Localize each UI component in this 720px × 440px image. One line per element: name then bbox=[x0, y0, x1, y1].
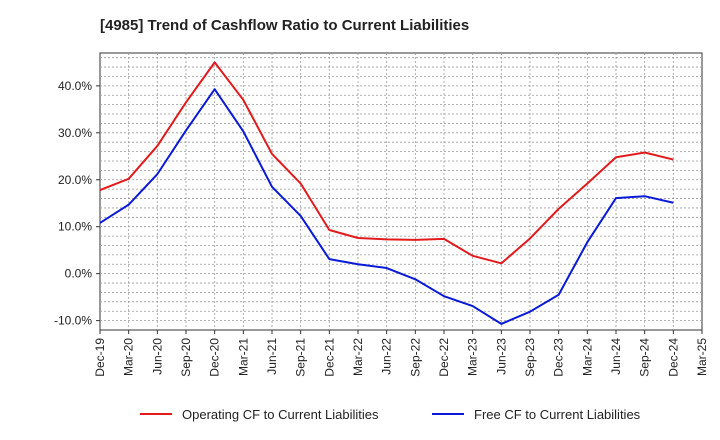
x-tick-label: Sep-23 bbox=[523, 338, 537, 377]
series-line-free-cf bbox=[99, 88, 674, 325]
x-tick-label: Mar-24 bbox=[580, 338, 594, 376]
y-tick-label: -10.0% bbox=[54, 314, 92, 328]
x-tick-label: Mar-20 bbox=[122, 338, 136, 376]
x-tick-label: Dec-23 bbox=[552, 338, 566, 377]
y-tick-label: 30.0% bbox=[58, 126, 92, 140]
y-tick-label: 0.0% bbox=[65, 267, 93, 281]
x-tick-label: Mar-25 bbox=[695, 338, 709, 376]
x-tick-label: Jun-21 bbox=[265, 338, 279, 375]
x-tick-label: Sep-20 bbox=[179, 338, 193, 377]
x-tick-label: Sep-21 bbox=[294, 338, 308, 377]
x-axis-ticks: Dec-19 Mar-20 Jun-20 Sep-20 Dec-20 Mar-21 Jun-… bbox=[93, 330, 709, 377]
legend-label: Free CF to Current Liabilities bbox=[474, 407, 641, 422]
x-tick-label: Dec-20 bbox=[208, 338, 222, 377]
x-tick-label: Jun-23 bbox=[494, 338, 508, 375]
x-tick-label: Dec-22 bbox=[437, 338, 451, 377]
x-tick-label: Dec-19 bbox=[93, 338, 107, 377]
chart-title: [4985] Trend of Cashflow Ratio to Curren… bbox=[100, 17, 469, 34]
x-tick-label: Jun-24 bbox=[609, 338, 623, 375]
x-tick-label: Jun-22 bbox=[380, 338, 394, 375]
x-tick-label: Mar-22 bbox=[351, 338, 365, 376]
y-axis-ticks: -10.0% 0.0% 10.0% 20.0% 30.0% 40.0% bbox=[54, 79, 100, 328]
x-tick-label: Dec-21 bbox=[322, 338, 336, 377]
plot-area bbox=[99, 52, 703, 331]
grid-lines bbox=[100, 53, 702, 330]
x-tick-label: Mar-23 bbox=[466, 338, 480, 376]
y-tick-label: 40.0% bbox=[58, 79, 92, 93]
x-tick-label: Sep-22 bbox=[408, 338, 422, 377]
x-tick-label: Mar-21 bbox=[236, 338, 250, 376]
series-line-operating-cf bbox=[99, 61, 674, 265]
x-tick-label: Dec-24 bbox=[666, 338, 680, 377]
series-lines bbox=[99, 61, 674, 325]
x-tick-label: Jun-20 bbox=[150, 338, 164, 375]
y-tick-label: 20.0% bbox=[58, 173, 92, 187]
x-tick-label: Sep-24 bbox=[638, 338, 652, 377]
y-tick-label: 10.0% bbox=[58, 220, 92, 234]
legend-label: Operating CF to Current Liabilities bbox=[182, 407, 379, 422]
legend: Operating CF to Current Liabilities Free … bbox=[140, 407, 641, 422]
